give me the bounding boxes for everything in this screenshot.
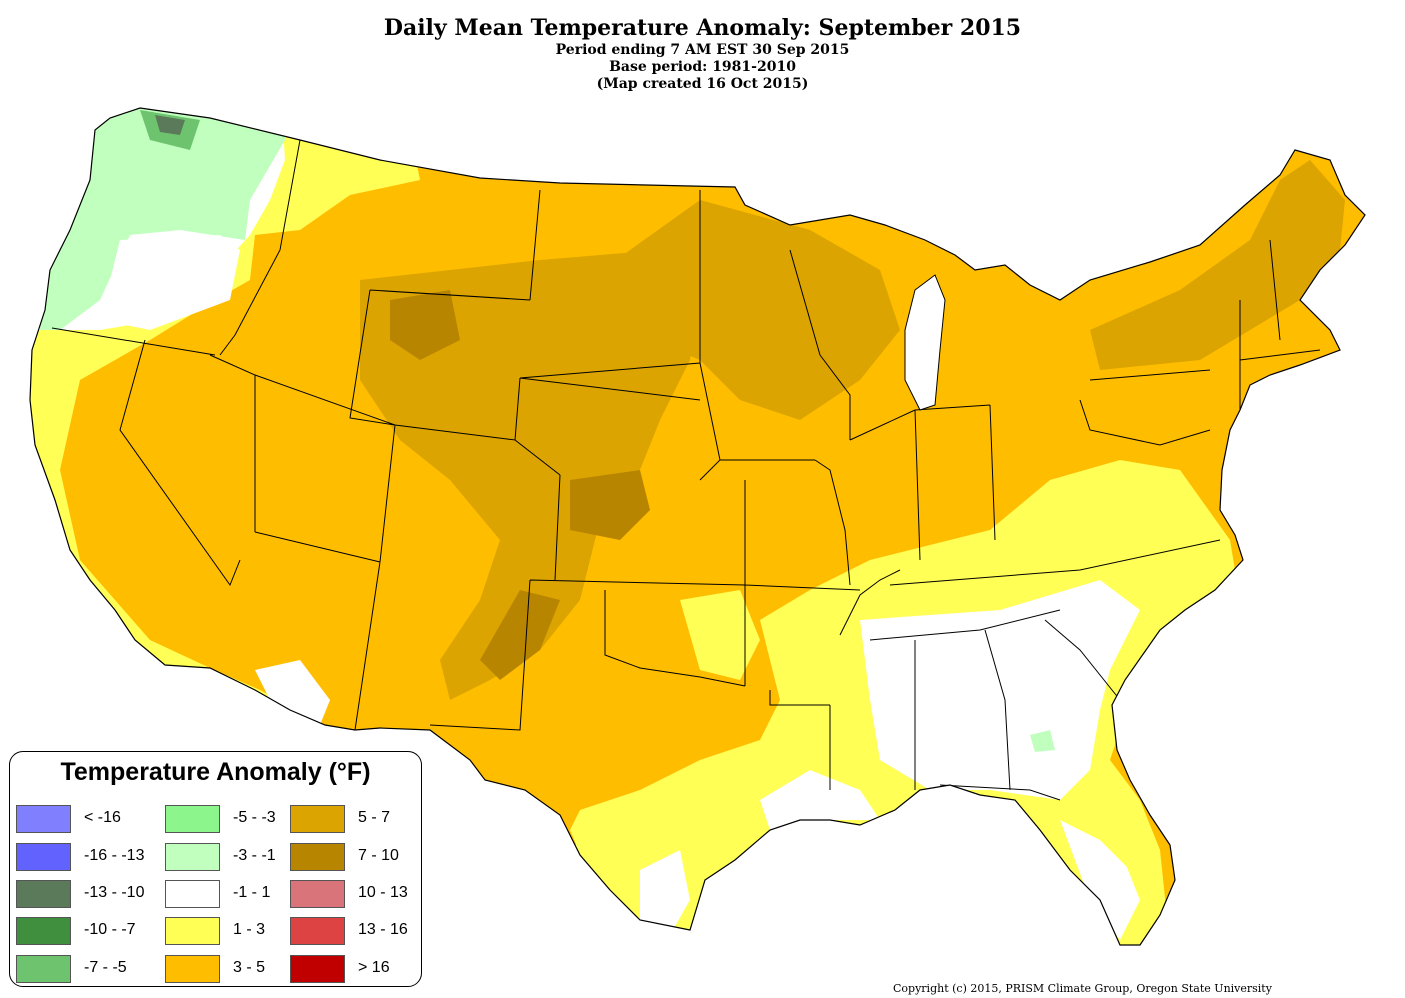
title-block: Daily Mean Temperature Anomaly: Septembe… <box>0 14 1405 93</box>
legend-swatch <box>290 843 345 871</box>
coastline <box>29 107 1366 946</box>
legend-swatch <box>16 805 71 833</box>
legend-swatch <box>290 917 345 945</box>
legend-label: -16 - -13 <box>84 847 145 864</box>
subtitle-period: Period ending 7 AM EST 30 Sep 2015 <box>555 42 850 58</box>
legend-swatch <box>165 917 220 945</box>
legend-label: < -16 <box>84 809 121 826</box>
legend-title: Temperature Anomaly (°F) <box>60 758 371 786</box>
legend-label: -1 - 1 <box>233 884 271 901</box>
lake-michigan <box>904 274 946 411</box>
legend-label: 10 - 13 <box>358 884 408 901</box>
legend: Temperature Anomaly (°F) < -16 -16 - -13… <box>9 751 422 987</box>
legend-swatch <box>165 805 220 833</box>
legend-label: -7 - -5 <box>84 959 127 976</box>
legend-label: 5 - 7 <box>358 809 391 826</box>
legend-label: -5 - -3 <box>233 809 276 826</box>
legend-label: 1 - 3 <box>233 921 266 938</box>
legend-label: 13 - 16 <box>358 921 408 938</box>
legend-swatch <box>16 880 71 908</box>
legend-swatch <box>16 917 71 945</box>
legend-label: 3 - 5 <box>233 959 266 976</box>
subtitle-base-period: Base period: 1981-2010 <box>609 59 796 75</box>
copyright-notice: Copyright (c) 2015, PRISM Climate Group,… <box>893 982 1272 995</box>
legend-swatch <box>290 880 345 908</box>
legend-swatch <box>165 880 220 908</box>
legend-label: 7 - 10 <box>358 847 399 864</box>
legend-swatch <box>165 955 220 983</box>
legend-label: -13 - -10 <box>84 884 145 901</box>
legend-label: -10 - -7 <box>84 921 136 938</box>
state-boundaries <box>51 139 1321 801</box>
legend-swatch <box>165 843 220 871</box>
legend-swatch <box>290 955 345 983</box>
legend-swatch <box>16 843 71 871</box>
legend-label: -3 - -1 <box>233 847 276 864</box>
map-title: Daily Mean Temperature Anomaly: Septembe… <box>383 15 1022 41</box>
legend-swatch <box>16 955 71 983</box>
legend-label: > 16 <box>358 959 390 976</box>
legend-swatch <box>290 805 345 833</box>
subtitle-created: (Map created 16 Oct 2015) <box>596 76 809 92</box>
